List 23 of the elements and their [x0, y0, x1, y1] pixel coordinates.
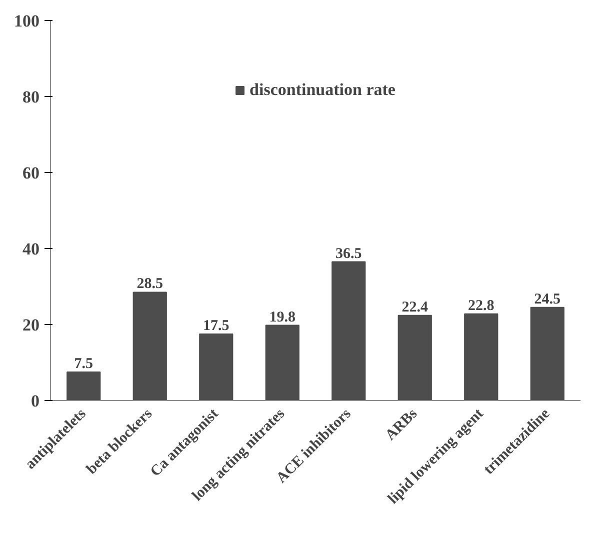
- bar: [199, 334, 234, 400]
- y-tick-label: 80: [22, 88, 40, 106]
- y-tick-label: 40: [22, 240, 40, 258]
- bar: [132, 292, 167, 400]
- data-label: 7.5: [74, 356, 93, 372]
- bar: [530, 306, 564, 400]
- data-label: 22.8: [468, 298, 494, 314]
- data-label: 28.5: [136, 276, 163, 292]
- data-label: 22.4: [402, 299, 428, 316]
- data-label: 24.5: [534, 291, 560, 308]
- bar: [332, 261, 366, 400]
- y-tick-label: 60: [22, 164, 40, 182]
- bar: [66, 372, 101, 400]
- bar: [464, 313, 498, 400]
- data-label: 17.5: [203, 318, 230, 334]
- y-tick-label: 100: [14, 12, 40, 30]
- bar: [398, 314, 432, 400]
- data-label: 19.8: [269, 309, 296, 326]
- y-tick-label: 20: [22, 316, 40, 334]
- y-tick-label: 0: [31, 392, 40, 410]
- legend-label: discontinuation rate: [250, 80, 396, 100]
- data-label: 36.5: [336, 246, 362, 262]
- bar: [265, 324, 300, 400]
